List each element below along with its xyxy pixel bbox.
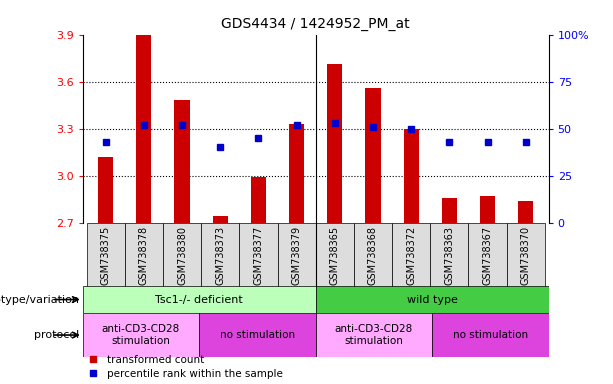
Bar [278,223,316,288]
Text: wild type: wild type [407,295,457,305]
Text: anti-CD3-CD28
stimulation: anti-CD3-CD28 stimulation [102,324,180,346]
Bar [201,223,239,288]
Text: GSM738378: GSM738378 [139,226,149,285]
Bar [327,65,343,223]
Text: genotype/variation: genotype/variation [0,295,80,305]
Title: GDS4434 / 1424952_PM_at: GDS4434 / 1424952_PM_at [221,17,410,31]
Text: anti-CD3-CD28
stimulation: anti-CD3-CD28 stimulation [335,324,413,346]
Bar [430,223,468,288]
Bar [316,223,354,288]
Bar [98,157,113,223]
Bar [432,313,549,357]
Bar [365,88,381,223]
Bar [83,313,199,357]
Bar [199,313,316,357]
Bar [83,286,316,313]
Legend: transformed count, percentile rank within the sample: transformed count, percentile rank withi… [88,355,283,379]
Bar [86,223,125,288]
Text: GSM738379: GSM738379 [292,226,302,285]
Bar [239,223,278,288]
Bar [518,201,533,223]
Bar [468,223,506,288]
Bar [392,223,430,288]
Bar [316,286,549,313]
Bar [125,223,163,288]
Text: GSM738372: GSM738372 [406,226,416,285]
Text: GSM738375: GSM738375 [101,226,111,285]
Bar [480,196,495,223]
Bar [354,223,392,288]
Bar [213,217,228,223]
Text: GSM738368: GSM738368 [368,226,378,285]
Text: GSM738367: GSM738367 [482,226,492,285]
Bar [289,124,304,223]
Bar [136,35,151,223]
Bar [251,177,266,223]
Bar [316,313,432,357]
Bar [442,198,457,223]
Text: GSM738370: GSM738370 [520,226,531,285]
Text: no stimulation: no stimulation [220,330,295,340]
Text: GSM738365: GSM738365 [330,226,340,285]
Bar [175,101,189,223]
Text: GSM738363: GSM738363 [444,226,454,285]
Text: no stimulation: no stimulation [453,330,528,340]
Text: Tsc1-/- deficient: Tsc1-/- deficient [155,295,243,305]
Text: GSM738373: GSM738373 [215,226,225,285]
Text: GSM738377: GSM738377 [253,226,264,285]
Bar [506,223,545,288]
Text: GSM738380: GSM738380 [177,226,187,285]
Bar [163,223,201,288]
Bar [403,129,419,223]
Text: protocol: protocol [34,330,80,340]
